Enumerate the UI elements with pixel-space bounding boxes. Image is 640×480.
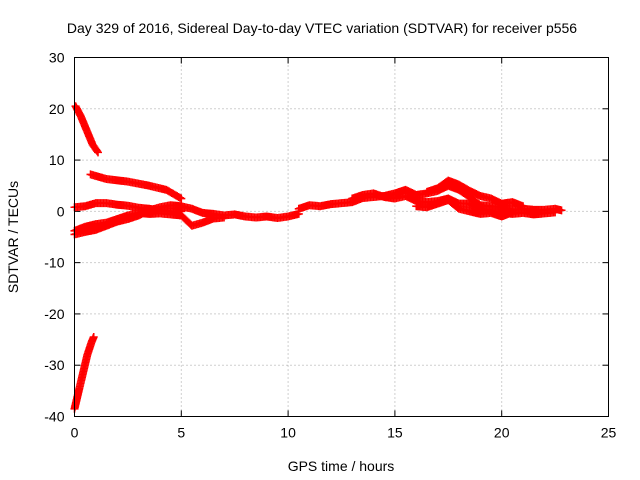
data-point-marker: [551, 208, 560, 217]
y-tick-label: -20: [44, 306, 64, 322]
data-point-marker: [557, 206, 566, 215]
y-axis-label: SDTVAR / TECUs: [5, 181, 21, 293]
data-point-marker: [177, 194, 186, 203]
data-point-marker: [93, 147, 102, 156]
x-axis-label: GPS time / hours: [288, 458, 395, 474]
chart-title: Day 329 of 2016, Sidereal Day-to-day VTE…: [67, 20, 577, 36]
y-tick-label: 20: [49, 101, 65, 117]
data-point-marker: [220, 213, 229, 222]
y-tick-label: -30: [44, 357, 64, 373]
y-tick-label: -40: [44, 409, 64, 425]
x-tick-label: 25: [601, 425, 617, 441]
x-tick-label: 0: [71, 425, 79, 441]
x-tick-label: 20: [494, 425, 510, 441]
x-tick-label: 15: [387, 425, 403, 441]
y-tick-label: 0: [57, 203, 65, 219]
x-tick-label: 10: [280, 425, 296, 441]
grid: [74, 57, 609, 417]
y-tick-label: 10: [49, 152, 65, 168]
y-tick-label: 30: [49, 50, 65, 66]
data-points: [70, 102, 566, 413]
data-point-marker: [89, 333, 98, 342]
y-tick-label: -10: [44, 255, 64, 271]
data-point-marker: [519, 202, 528, 211]
x-tick-label: 5: [177, 425, 185, 441]
plot-frame: [74, 57, 609, 417]
data-point-marker: [508, 208, 517, 217]
axis-ticks: 0 5 10 15 20 25 -40 -30 -20 -10 0 10 20 30: [44, 50, 616, 441]
data-point-marker: [93, 148, 102, 157]
